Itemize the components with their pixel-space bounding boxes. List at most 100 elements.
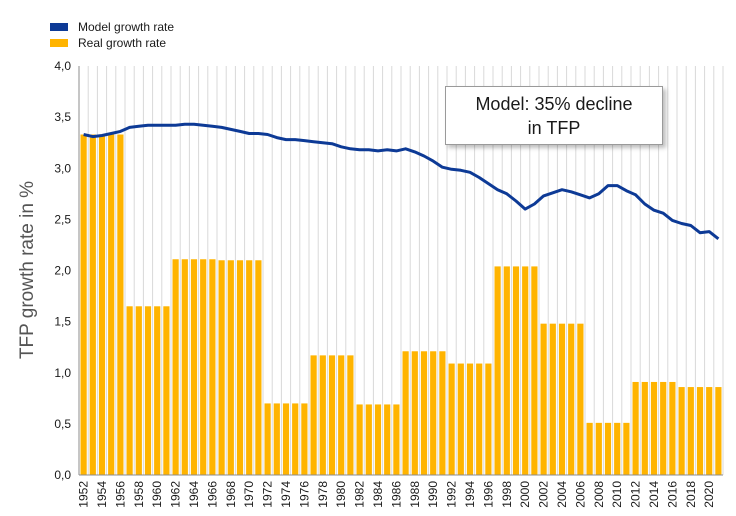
x-tick-label: 1982 xyxy=(353,481,367,508)
x-tick-label: 2010 xyxy=(610,481,624,508)
bar xyxy=(522,266,529,475)
y-tick-label: 3,5 xyxy=(54,110,71,124)
bar xyxy=(558,323,566,475)
bar xyxy=(540,323,547,475)
y-tick-label: 0,5 xyxy=(54,417,71,431)
bar xyxy=(218,260,225,475)
x-tick-label: 1956 xyxy=(113,481,127,508)
x-tick-label: 1984 xyxy=(371,481,385,508)
x-tick-label: 2014 xyxy=(647,481,661,508)
y-tick-label: 0,0 xyxy=(54,468,71,482)
bar xyxy=(163,306,170,475)
legend-item-real: Real growth rate xyxy=(50,36,166,50)
bar xyxy=(301,403,308,475)
y-tick-label: 1,0 xyxy=(54,366,71,380)
bar xyxy=(430,351,437,475)
x-tick-label: 2002 xyxy=(537,481,551,508)
bar xyxy=(347,355,354,475)
bar xyxy=(466,363,474,475)
annotation-line-1: Model: 35% decline xyxy=(475,93,633,114)
bar xyxy=(328,355,336,475)
bar xyxy=(632,381,639,475)
bar xyxy=(457,363,464,475)
bar xyxy=(577,323,584,475)
bar xyxy=(614,422,621,475)
bar xyxy=(595,422,602,475)
bar xyxy=(117,134,124,475)
bar xyxy=(108,134,115,475)
bar xyxy=(200,259,207,475)
x-tick-label: 2008 xyxy=(592,481,606,508)
x-tick-label: 2016 xyxy=(665,481,679,508)
legend-label-real: Real growth rate xyxy=(78,36,167,50)
bar xyxy=(706,387,713,475)
y-axis-label: TFP growth rate in % xyxy=(17,181,38,359)
x-tick-label: 1970 xyxy=(242,481,256,508)
bar xyxy=(80,134,87,475)
legend-swatch-model xyxy=(50,23,68,31)
x-tick-label: 1998 xyxy=(500,481,514,508)
line-series-model-growth xyxy=(83,122,720,240)
x-tick-label: 1974 xyxy=(279,481,293,508)
x-tick-label: 1994 xyxy=(463,481,477,508)
x-tick-label: 2006 xyxy=(573,481,587,508)
bar xyxy=(476,363,483,475)
x-tick-label: 1986 xyxy=(389,481,403,508)
y-tick-label: 1,5 xyxy=(54,315,71,329)
bar xyxy=(255,260,262,475)
bar xyxy=(264,403,271,475)
x-tick-label: 1988 xyxy=(408,481,422,508)
bar xyxy=(411,351,418,475)
x-tick-label: 2004 xyxy=(555,481,569,508)
annotation-line-2: in TFP xyxy=(527,117,581,138)
bar xyxy=(227,260,234,475)
x-tick-label: 2020 xyxy=(702,481,716,508)
y-tick-label: 4,0 xyxy=(54,59,71,73)
bar xyxy=(678,387,685,475)
x-tick-label: 1990 xyxy=(426,481,440,508)
x-tick-label: 1952 xyxy=(77,481,91,508)
x-tick-label: 1972 xyxy=(261,481,275,508)
bar xyxy=(374,404,382,475)
bar xyxy=(236,260,244,475)
bar xyxy=(439,351,446,475)
x-tick-label: 1996 xyxy=(481,481,495,508)
bar xyxy=(135,306,142,475)
bar xyxy=(126,306,133,475)
bar xyxy=(144,306,152,475)
bar xyxy=(512,266,520,475)
x-tick-label: 1966 xyxy=(205,481,219,508)
bar xyxy=(384,404,391,475)
axes xyxy=(78,66,723,476)
bar xyxy=(586,422,593,475)
annotation-box: Model: 35% decline in TFP xyxy=(445,86,663,145)
x-tick-label: 1960 xyxy=(150,481,164,508)
bar xyxy=(448,363,455,475)
model-growth-line xyxy=(83,122,720,240)
bar xyxy=(549,323,556,475)
bar xyxy=(687,387,694,475)
x-tick-label: 2018 xyxy=(684,481,698,508)
x-tick-label: 2000 xyxy=(518,481,532,508)
y-tick-label: 2,0 xyxy=(54,264,71,278)
x-tick-label: 1968 xyxy=(224,481,238,508)
bar xyxy=(623,422,630,475)
bar xyxy=(669,381,676,475)
bar xyxy=(292,403,299,475)
bar xyxy=(604,422,612,475)
bar xyxy=(154,306,161,475)
x-tick-label: 1962 xyxy=(169,481,183,508)
legend-item-model: Model growth rate xyxy=(50,20,174,34)
bar xyxy=(282,403,290,475)
bar xyxy=(660,381,667,475)
x-tick-label: 2012 xyxy=(629,481,643,508)
y-tick-label: 3,0 xyxy=(54,161,71,175)
legend-label-model: Model growth rate xyxy=(78,20,175,34)
bar xyxy=(503,266,510,475)
bar xyxy=(420,351,428,475)
bar xyxy=(715,387,722,475)
x-tick-label: 1978 xyxy=(316,481,330,508)
bar xyxy=(338,355,345,475)
bar xyxy=(319,355,326,475)
x-tick-label: 1958 xyxy=(132,481,146,508)
